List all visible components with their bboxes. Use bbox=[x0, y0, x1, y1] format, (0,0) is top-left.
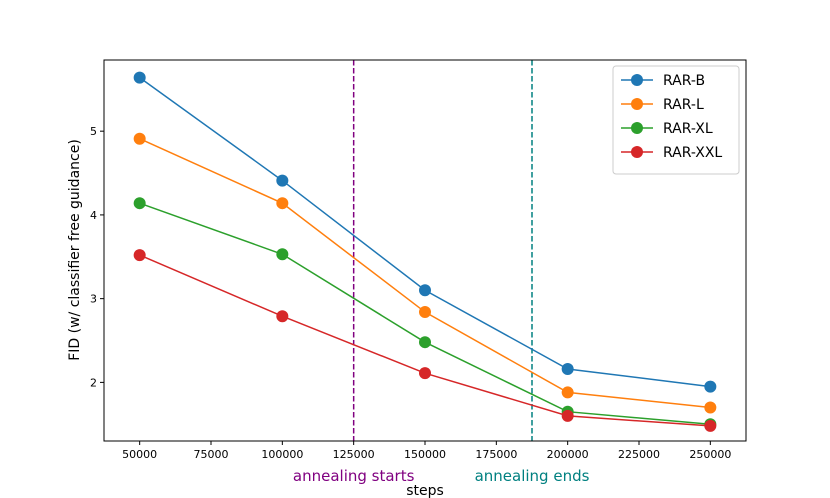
data-point-1-4 bbox=[704, 401, 717, 414]
legend: RAR-B RAR-L RAR-XL RAR-XXL bbox=[612, 65, 740, 175]
y-tick-label-2: 4 bbox=[90, 209, 97, 222]
legend-label-1: RAR-L bbox=[663, 97, 704, 113]
legend-label-0: RAR-B bbox=[663, 73, 705, 89]
legend-label-2: RAR-XL bbox=[663, 121, 713, 137]
x-tick-label-7: 225000 bbox=[618, 448, 660, 461]
data-point-2-0 bbox=[133, 197, 146, 210]
x-tick-label-2: 100000 bbox=[261, 448, 303, 461]
x-tick-label-4: 150000 bbox=[404, 448, 446, 461]
data-point-3-1 bbox=[276, 310, 289, 323]
x-tick-label-0: 50000 bbox=[122, 448, 157, 461]
legend-marker-2 bbox=[631, 122, 643, 134]
legend-marker-0 bbox=[631, 74, 643, 86]
data-point-0-0 bbox=[133, 71, 146, 84]
x-tick-label-6: 200000 bbox=[547, 448, 589, 461]
legend-marker-1 bbox=[631, 98, 643, 110]
x-tick-label-1: 75000 bbox=[194, 448, 229, 461]
data-point-0-3 bbox=[561, 362, 574, 375]
data-point-2-2 bbox=[419, 336, 431, 349]
x-tick-label-8: 250000 bbox=[689, 448, 731, 461]
data-point-3-4 bbox=[704, 419, 717, 432]
y-axis-label: FID (w/ classifier free guidance) bbox=[67, 139, 83, 361]
data-point-1-0 bbox=[133, 132, 146, 145]
vline-label-1: annealing ends bbox=[475, 467, 590, 485]
data-point-3-0 bbox=[133, 249, 146, 262]
y-tick-label-0: 2 bbox=[90, 376, 97, 389]
data-point-1-2 bbox=[419, 306, 431, 319]
vline-label-0: annealing starts bbox=[293, 467, 415, 485]
y-tick-label-3: 5 bbox=[90, 125, 97, 138]
data-point-1-1 bbox=[276, 197, 289, 210]
data-point-1-3 bbox=[561, 386, 574, 399]
y-tick-label-1: 3 bbox=[90, 293, 97, 306]
data-point-0-1 bbox=[276, 174, 289, 187]
data-point-2-1 bbox=[276, 248, 289, 261]
data-point-3-2 bbox=[419, 367, 431, 380]
x-tick-label-3: 125000 bbox=[333, 448, 375, 461]
data-point-0-2 bbox=[419, 284, 431, 297]
legend-label-3: RAR-XXL bbox=[663, 145, 722, 161]
legend-marker-3 bbox=[631, 146, 643, 158]
x-tick-label-5: 175000 bbox=[475, 448, 517, 461]
data-point-0-4 bbox=[704, 380, 717, 393]
data-point-3-3 bbox=[561, 409, 574, 422]
legend-box bbox=[612, 65, 740, 175]
x-axis-label: steps bbox=[406, 483, 444, 498]
